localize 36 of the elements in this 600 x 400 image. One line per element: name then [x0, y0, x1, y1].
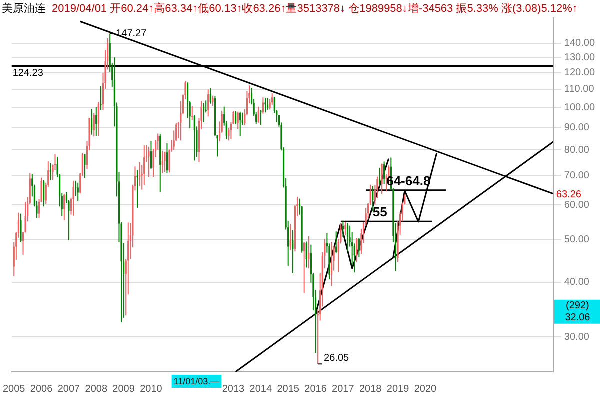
y-tick-label: 90.00: [564, 122, 590, 134]
annotation: 26.05: [324, 352, 350, 364]
x-tick-label: 2009: [112, 384, 136, 395]
y-tick-label: 80.00: [564, 144, 590, 156]
y-tick-label: 110.00: [564, 84, 595, 96]
x-tick-label: 2005: [3, 384, 26, 395]
y-tick-label: 70.00: [564, 170, 590, 182]
text: 32.06: [565, 312, 591, 324]
annotation: 147.27: [116, 28, 148, 40]
x-tick-label: 2008: [85, 384, 108, 395]
y-tick-label: 120.00: [564, 68, 596, 79]
y-tick-label: 130.00: [564, 52, 596, 64]
x-tick-label: 2015: [277, 384, 300, 395]
y-tick-label: 60.00: [564, 200, 590, 211]
y-tick-label: 100.00: [564, 102, 596, 114]
y-tick-label: 140.00: [564, 38, 596, 50]
x-tick-label: 2019: [386, 384, 410, 395]
x-tick-label: 2020: [414, 384, 438, 395]
x-tick-label: 2017: [332, 384, 355, 395]
text: (292): [566, 300, 590, 312]
text: 11/01/03.—: [174, 376, 220, 386]
ref-line-label: 124.23: [12, 68, 44, 80]
x-tick-label: 2006: [30, 384, 54, 395]
annotation: 55: [372, 204, 388, 220]
x-tick-label: 2014: [250, 384, 272, 395]
chart-title: 美原油连: [2, 2, 46, 16]
y-tick-label: 30.00: [564, 332, 590, 343]
x-tick-label: 2016: [304, 384, 328, 395]
chart-subtitle: 2019/04/01 开60.24↑高63.34↑低60.13↑收63.26↑量3513378↓ 仓1989958↓增-34563 振5.33% 涨(3.08)5.12%↑: [52, 2, 578, 16]
y-tick-label: 40.00: [564, 277, 590, 288]
text: 63.26: [556, 190, 582, 201]
y-tick-label: 50.00: [564, 234, 590, 246]
x-tick-label: 2013: [222, 384, 246, 395]
x-tick-label: 2018: [359, 384, 382, 395]
x-tick-label: 2007: [58, 384, 81, 395]
x-tick-label: 2010: [140, 384, 163, 395]
